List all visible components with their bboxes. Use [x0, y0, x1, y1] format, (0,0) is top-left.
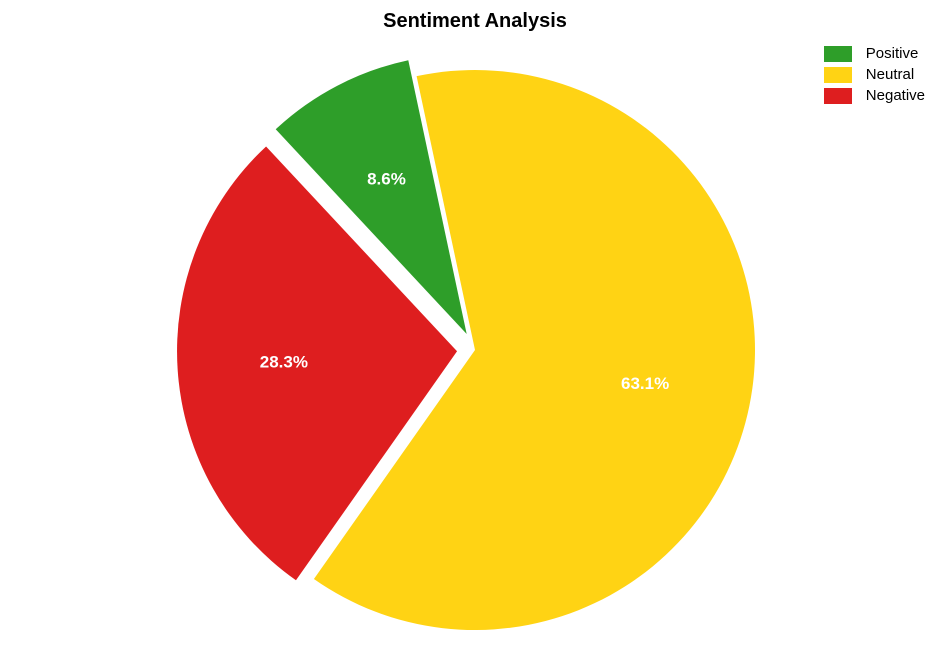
pie-slice-label-neutral: 63.1%: [621, 374, 669, 393]
pie-slice-label-negative: 28.3%: [260, 353, 308, 372]
legend-swatch: [824, 46, 852, 62]
legend-item-neutral: Neutral: [824, 66, 925, 83]
legend-item-positive: Positive: [824, 45, 925, 62]
legend-label: Neutral: [866, 66, 914, 83]
chart-container: Sentiment Analysis 8.6% 63.1% 28.3% Positi…: [0, 0, 950, 662]
legend-swatch: [824, 67, 852, 83]
chart-title: Sentiment Analysis: [383, 10, 567, 33]
legend-item-negative: Negative: [824, 87, 925, 104]
legend: Positive Neutral Negative: [824, 45, 925, 108]
legend-swatch: [824, 88, 852, 104]
pie-slice-label-positive: 8.6%: [367, 170, 406, 189]
legend-label: Negative: [866, 87, 925, 104]
pie-chart: 8.6% 63.1% 28.3%: [165, 40, 785, 660]
legend-label: Positive: [866, 45, 919, 62]
